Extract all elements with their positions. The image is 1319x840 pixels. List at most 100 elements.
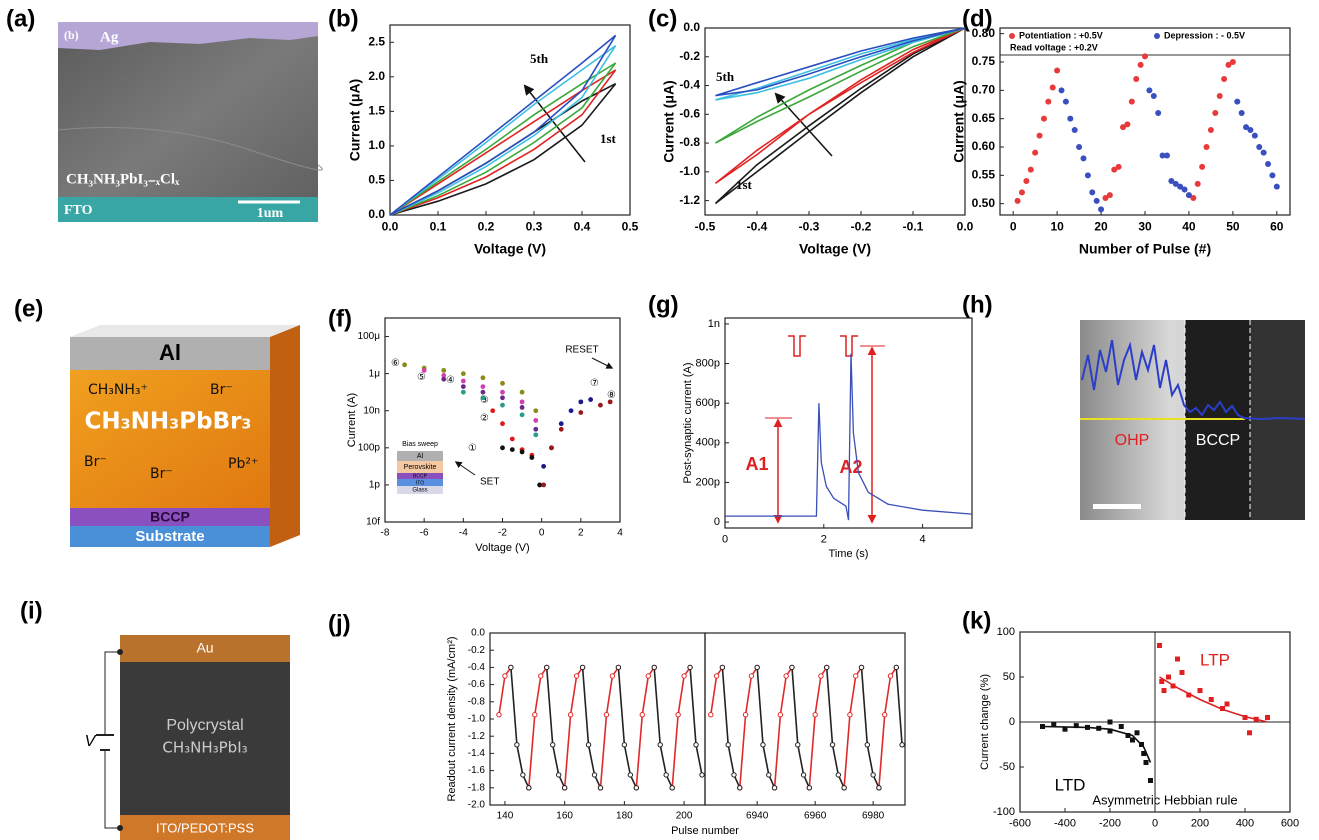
sweep-arrow: [454, 461, 476, 476]
y-tick-label: 200p: [696, 476, 720, 488]
data-point: [460, 378, 466, 384]
region-label: BCCP: [1196, 432, 1240, 449]
legend-swatch: [1009, 33, 1015, 39]
data-point: [1106, 192, 1113, 199]
data-point: [591, 772, 598, 778]
circuit-wire: [104, 651, 120, 829]
data-point: [555, 772, 562, 778]
x-tick-label: 60: [1270, 219, 1284, 233]
annotation: Glass: [412, 488, 427, 494]
data-point: [864, 742, 871, 748]
x-tick-label: 0.5: [622, 219, 639, 233]
y-tick-label: 2.0: [368, 69, 385, 83]
x-tick-label: 0: [1010, 219, 1017, 233]
data-point: [893, 664, 900, 671]
layer-label: CH₃NH₃PbI₃: [162, 739, 247, 757]
data-point: [621, 742, 628, 748]
data-point: [708, 712, 714, 718]
y-tick-label: 0.55: [972, 168, 996, 182]
data-point: [1049, 84, 1056, 91]
series-line: [714, 27, 966, 144]
x-tick-label: 400: [1236, 818, 1254, 830]
y-tick-label: 0.60: [972, 139, 996, 153]
data-point: [1130, 737, 1135, 743]
data-point: [806, 785, 813, 791]
y-tick-label: -1.6: [468, 765, 486, 776]
panel-label: (c): [648, 5, 677, 32]
series-line: [715, 27, 966, 101]
panel-label: (k): [962, 607, 991, 634]
data-point: [835, 772, 842, 778]
pulse-symbol: [788, 335, 858, 357]
ion-label: CH₃NH₃⁺: [88, 382, 148, 398]
y-tick-label: 1μ: [369, 368, 381, 379]
data-point: [500, 389, 505, 395]
x-tick-label: 50: [1226, 219, 1240, 233]
data-point: [1242, 715, 1248, 720]
layer-label: BCCP: [150, 509, 190, 525]
series-line: [710, 666, 897, 788]
y-tick-label: -50: [999, 761, 1015, 773]
plot-frame: [704, 632, 906, 806]
data-point: [1076, 144, 1083, 150]
grain-edge: [57, 127, 323, 171]
data-point: [514, 742, 520, 748]
device-cube: Al CH₃NH₃⁺ Br⁻ CH₃NH₃PbBr₃ Br⁻ Br⁻ Pb²⁺ …: [70, 325, 300, 547]
y-tick-label: 600p: [696, 397, 720, 409]
data-point: [573, 673, 580, 679]
x-axis-label: Time (s): [829, 548, 869, 560]
inset-layer: [397, 486, 443, 494]
y-tick-label: 0.0: [471, 628, 485, 639]
data-point: [1080, 155, 1087, 162]
data-point: [645, 673, 651, 679]
y-tick-label: 1p: [369, 480, 381, 491]
data-point: [858, 664, 865, 671]
data-point: [1148, 778, 1153, 783]
data-point: [1058, 87, 1065, 94]
data-point: [597, 785, 604, 791]
intensity-profile: [1081, 339, 1306, 421]
layer-label: Ag: [100, 29, 119, 45]
data-point: [421, 367, 427, 373]
data-point: [568, 408, 574, 414]
data-point: [1124, 121, 1131, 128]
data-point: [402, 362, 407, 368]
data-point: [533, 432, 539, 438]
data-point: [1089, 189, 1096, 196]
data-point: [1163, 152, 1170, 159]
data-point: [1137, 61, 1144, 68]
y-tick-label: 100μ: [358, 331, 381, 342]
ion-label: Pb²⁺: [228, 456, 258, 472]
annotation: LTD: [1055, 775, 1086, 794]
region-label: OHP: [1115, 432, 1150, 449]
data-point: [771, 785, 778, 791]
data-point: [1067, 115, 1074, 122]
data-point: [544, 664, 550, 671]
data-point: [1243, 124, 1250, 131]
y-tick-label: 100p: [358, 442, 381, 453]
x-tick-label: 40: [1182, 219, 1196, 233]
y-axis-label: Current (A): [346, 393, 358, 447]
data-point: [870, 772, 876, 778]
data-point: [508, 664, 514, 671]
y-tick-label: -0.4: [468, 662, 486, 673]
y-tick-label: 0: [714, 516, 720, 528]
y-tick-label: -1.8: [468, 782, 486, 793]
y-tick-label: 0.80: [972, 26, 996, 40]
x-tick-label: 160: [556, 811, 573, 822]
y-tick-label: 0.50: [972, 196, 996, 210]
data-point: [1040, 115, 1047, 122]
data-point: [812, 712, 818, 718]
x-tick-label: 0: [722, 534, 728, 546]
series-line: [389, 45, 617, 216]
y-axis-label: Current (μA): [951, 80, 967, 162]
layer-label: Substrate: [135, 528, 204, 545]
scale-bar: [1093, 504, 1141, 509]
y-tick-label: 50: [1003, 671, 1015, 683]
data-point: [533, 418, 539, 423]
plot-frame: [389, 24, 631, 216]
x-axis-label: Number of Pulse (#): [1079, 241, 1211, 257]
data-point: [1199, 163, 1206, 170]
data-point: [675, 712, 681, 718]
perovskite-layer: [70, 370, 270, 508]
